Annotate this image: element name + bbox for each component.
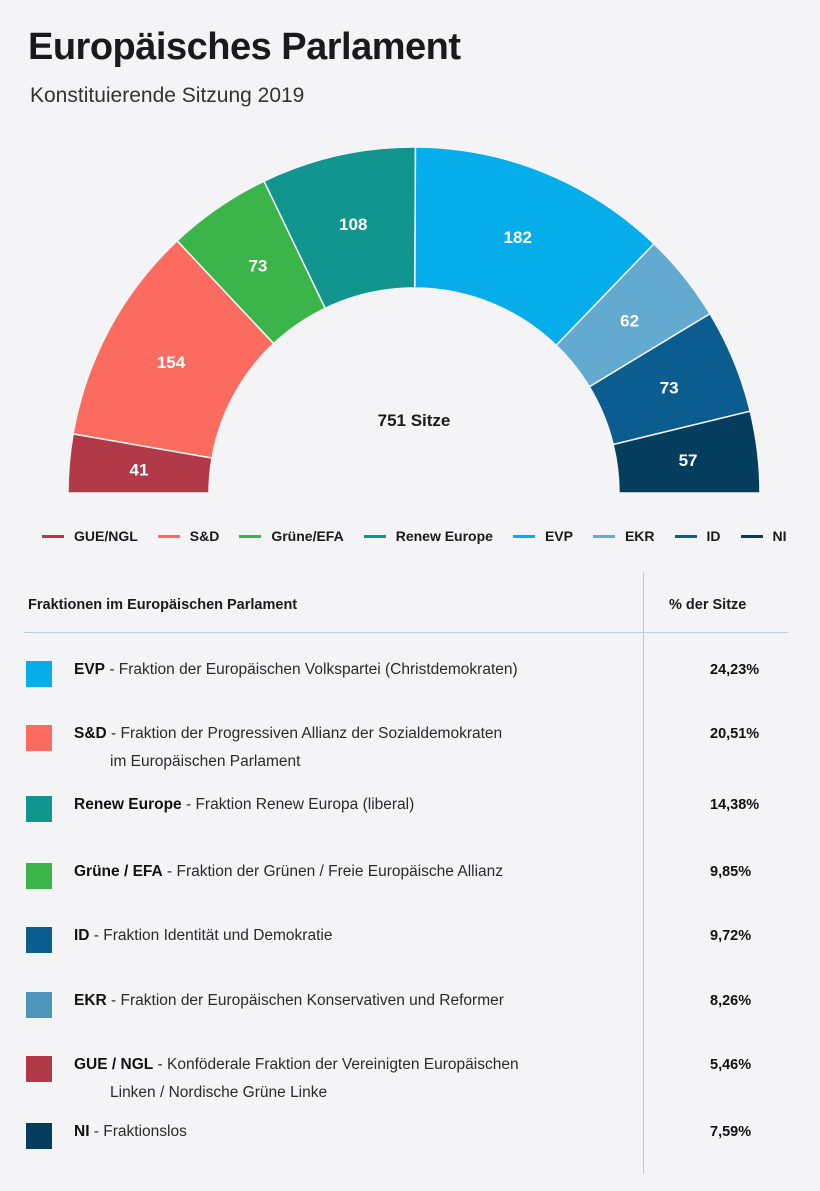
faction-description: GUE / NGL - Konföderale Fraktion der Ver… <box>74 1051 614 1107</box>
faction-separator: - <box>105 661 119 678</box>
faction-description: NI - Fraktionslos <box>74 1118 614 1146</box>
segment-label-ekr: 62 <box>620 312 639 331</box>
faction-percent: 20,51% <box>710 726 760 742</box>
faction-abbr: Renew Europe <box>74 796 182 813</box>
faction-percent: 7,59% <box>710 1124 752 1140</box>
faction-percent: 8,26% <box>710 993 752 1009</box>
legend-swatch <box>157 534 180 538</box>
legend-item: NI <box>740 528 787 544</box>
faction-color-swatch <box>26 796 52 822</box>
faction-abbr: EKR <box>74 992 107 1009</box>
faction-separator: - <box>106 725 121 742</box>
seat-distribution-chart: 41 154 73 108 182 62 73 57 751 Sitze <box>67 146 761 494</box>
faction-abbr: Grüne / EFA <box>74 863 163 880</box>
faction-percent: 14,38% <box>710 797 760 813</box>
legend-label: GUE/NGL <box>74 528 138 544</box>
faction-abbr: NI <box>74 1123 90 1140</box>
legend-item: Renew Europe <box>363 528 493 544</box>
legend-label: EKR <box>624 528 655 544</box>
segment-label-gr-ne-efa: 73 <box>248 256 267 275</box>
faction-color-swatch <box>26 927 52 953</box>
legend-label: NI <box>772 528 787 544</box>
faction-separator: - <box>181 796 196 813</box>
faction-percent: 5,46% <box>710 1057 752 1073</box>
segment-label-evp: 182 <box>504 228 532 247</box>
faction-table: Fraktionen im Europäischen Parlament % d… <box>24 586 788 1149</box>
segment-label-ni: 57 <box>679 451 698 470</box>
faction-abbr: GUE / NGL <box>74 1056 154 1073</box>
faction-separator: - <box>89 927 104 944</box>
legend-swatch <box>592 534 615 538</box>
faction-name: Fraktion Renew Europa (liberal) <box>195 796 415 813</box>
legend-item: EVP <box>512 528 573 544</box>
faction-name: Fraktion Identität und Demokratie <box>103 927 333 944</box>
legend-swatch <box>363 534 386 538</box>
faction-separator: - <box>162 863 177 880</box>
legend-item: EKR <box>592 528 655 544</box>
faction-name: Fraktionslos <box>103 1123 187 1140</box>
faction-description: Grüne / EFA - Fraktion der Grünen / Frei… <box>74 858 614 886</box>
center-label: 751 Sitze <box>378 411 451 430</box>
legend-swatch <box>740 534 763 538</box>
legend-swatch <box>42 534 64 538</box>
page-subtitle: Konstituierende Sitzung 2019 <box>30 84 305 107</box>
legend-label: Grüne/EFA <box>271 528 344 544</box>
faction-color-swatch <box>26 1123 52 1149</box>
table-column-divider <box>643 572 644 1174</box>
faction-name: Fraktion der Europäischen Volkspartei (C… <box>118 661 518 678</box>
faction-color-swatch <box>26 992 52 1018</box>
faction-separator: - <box>153 1056 168 1073</box>
page-title: Europäisches Parlament <box>28 26 461 68</box>
faction-separator: - <box>106 992 121 1009</box>
legend-swatch <box>512 534 535 538</box>
legend-item: Grüne/EFA <box>239 528 344 544</box>
chart-legend: GUE/NGL S&D Grüne/EFA Renew Europe EVP EKR ID N… <box>42 528 787 544</box>
faction-percent: 9,85% <box>710 864 752 880</box>
table-header-faction: Fraktionen im Europäischen Parlament <box>28 597 298 613</box>
segment-label-renew-europe: 108 <box>339 215 367 234</box>
table-header: Fraktionen im Europäischen Parlament % d… <box>24 586 788 633</box>
faction-description: EVP - Fraktion der Europäischen Volkspar… <box>74 656 614 684</box>
faction-name: Fraktion der Europäischen Konservativen … <box>120 992 504 1009</box>
faction-color-swatch <box>26 725 52 751</box>
faction-name: Fraktion der Grünen / Freie Europäische … <box>176 863 504 880</box>
faction-color-swatch <box>26 661 52 687</box>
segment-label-s-d: 154 <box>157 353 186 372</box>
faction-description: ID - Fraktion Identität und Demokratie <box>74 922 614 950</box>
legend-label: S&D <box>189 528 220 544</box>
faction-description: S&D - Fraktion der Progressiven Allianz … <box>74 720 614 776</box>
faction-name: Konföderale Fraktion der Vereinigten Eur… <box>167 1056 519 1073</box>
legend-item: S&D <box>157 528 220 544</box>
faction-percent: 9,72% <box>710 928 752 944</box>
legend-label: EVP <box>544 528 573 544</box>
segment-label-gue-ngl: 41 <box>130 460 149 479</box>
faction-description: Renew Europe - Fraktion Renew Europa (li… <box>74 791 614 819</box>
faction-color-swatch <box>26 863 52 889</box>
faction-color-swatch <box>26 1056 52 1082</box>
legend-item: ID <box>674 528 721 544</box>
legend-swatch <box>239 534 262 538</box>
faction-name-continued: Linken / Nordische Grüne Linke <box>110 1084 328 1101</box>
faction-description: EKR - Fraktion der Europäischen Konserva… <box>74 987 614 1015</box>
faction-name: Fraktion der Progressiven Allianz der So… <box>120 725 503 742</box>
segment-label-id: 73 <box>660 379 679 398</box>
faction-abbr: EVP <box>74 661 106 678</box>
legend-label: ID <box>706 528 721 544</box>
segment-ni <box>612 410 761 494</box>
legend-swatch <box>674 534 697 538</box>
legend-label: Renew Europe <box>395 528 493 544</box>
faction-separator: - <box>89 1123 104 1140</box>
faction-name-continued: im Europäischen Parlament <box>110 753 301 770</box>
faction-abbr: ID <box>74 927 90 944</box>
legend-item: GUE/NGL <box>42 528 138 544</box>
table-header-percent: % der Sitze <box>669 597 747 613</box>
faction-abbr: S&D <box>74 725 107 742</box>
faction-percent: 24,23% <box>710 662 760 678</box>
